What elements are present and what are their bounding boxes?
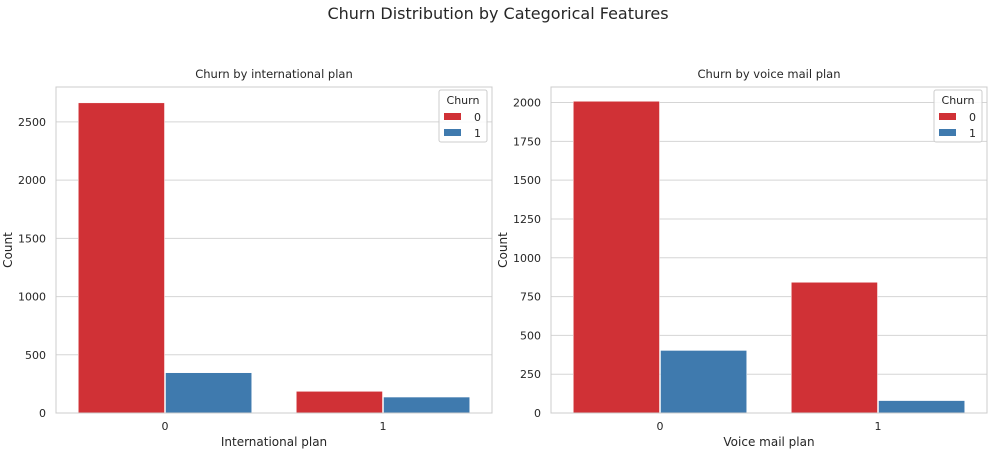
y-tick-label: 1250 <box>513 213 541 226</box>
y-tick-label: 250 <box>520 368 541 381</box>
legend-title: Churn <box>942 94 975 107</box>
y-tick-label: 1750 <box>513 135 541 148</box>
x-axis-label: Voice mail plan <box>723 435 814 449</box>
legend-swatch <box>939 129 956 136</box>
bar-series-0-cat-1 <box>296 391 383 414</box>
legend-title: Churn <box>447 94 480 107</box>
y-tick-label: 500 <box>520 329 541 342</box>
chart-panel-1: 0 500 1000 1500 2000 2500 0 1 International plan… <box>1 67 493 449</box>
chart-panel-2: 0 250 500 750 1000 1250 1500 1750 2000 0 1 Voice ma… <box>496 67 988 449</box>
y-tick-label: 0 <box>39 407 46 420</box>
y-tick-label: 2000 <box>18 174 46 187</box>
y-axis-label: Count <box>496 232 510 268</box>
chart-title: Churn by voice mail plan <box>697 67 840 81</box>
legend-label: 0 <box>969 111 976 124</box>
legend-swatch <box>444 129 461 136</box>
y-tick-label: 1000 <box>513 252 541 265</box>
y-tick-label: 0 <box>534 407 541 420</box>
legend: Churn 0 1 <box>438 89 488 143</box>
bar-series-0-cat-1 <box>791 282 878 414</box>
bar-series-1-cat-1 <box>878 400 965 414</box>
y-tick-label: 1500 <box>513 174 541 187</box>
y-tick-label: 1000 <box>18 291 46 304</box>
legend-label: 1 <box>474 127 481 140</box>
x-axis-label: International plan <box>221 435 327 449</box>
legend: Churn 0 1 <box>933 89 983 143</box>
legend-swatch <box>444 113 461 120</box>
figure-title: Churn Distribution by Categorical Featur… <box>327 4 669 23</box>
y-tick-label: 2000 <box>513 97 541 110</box>
y-axis-label: Count <box>1 232 15 268</box>
y-tick-label: 1500 <box>18 232 46 245</box>
bar-series-1-cat-0 <box>660 350 747 414</box>
legend-swatch <box>939 113 956 120</box>
chart-title: Churn by international plan <box>195 67 353 81</box>
y-tick-label: 2500 <box>18 116 46 129</box>
x-tick-label: 1 <box>380 420 387 433</box>
x-tick-label: 0 <box>162 420 169 433</box>
legend-label: 1 <box>969 127 976 140</box>
x-tick-label: 0 <box>657 420 664 433</box>
legend-label: 0 <box>474 111 481 124</box>
bar-series-0-cat-0 <box>573 101 660 414</box>
plot-frame <box>55 86 493 414</box>
bar-series-0-cat-0 <box>78 102 165 414</box>
bar-series-1-cat-0 <box>165 372 252 414</box>
x-tick-label: 1 <box>875 420 882 433</box>
bar-series-1-cat-1 <box>383 396 470 414</box>
y-tick-label: 500 <box>25 349 46 362</box>
y-tick-label: 750 <box>520 291 541 304</box>
plot-frame <box>550 86 988 414</box>
